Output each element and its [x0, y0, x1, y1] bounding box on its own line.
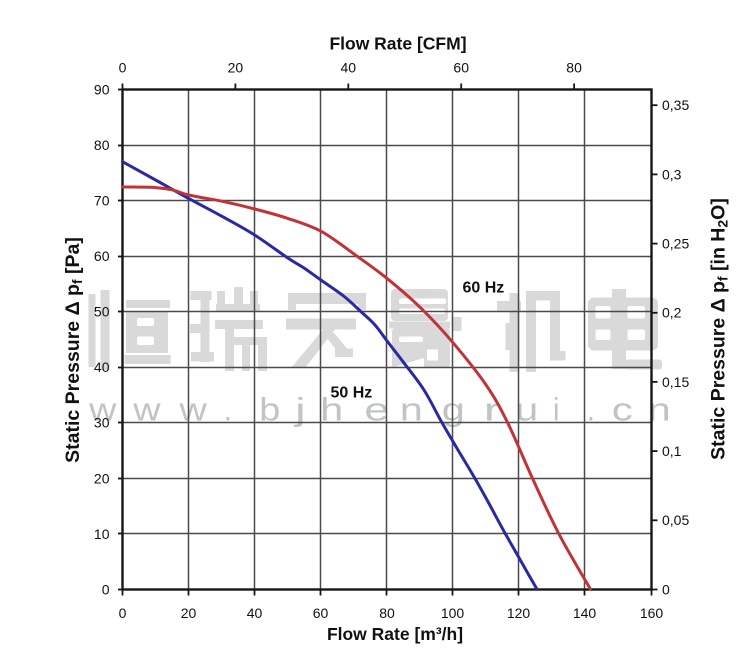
svg-text:10: 10 [94, 526, 110, 542]
svg-text:.: . [587, 392, 595, 428]
svg-text:0: 0 [119, 605, 127, 621]
svg-text:Flow Rate [m³/h]: Flow Rate [m³/h] [327, 624, 463, 644]
svg-text:0: 0 [102, 581, 110, 597]
svg-text:160: 160 [640, 605, 664, 621]
svg-text:w: w [178, 392, 208, 428]
svg-text:w: w [88, 392, 118, 428]
svg-text:80: 80 [566, 60, 582, 76]
svg-text:w: w [132, 392, 162, 428]
svg-text:0,05: 0,05 [662, 512, 689, 528]
svg-text:30: 30 [94, 415, 110, 431]
svg-text:e: e [364, 392, 389, 428]
svg-text:50: 50 [94, 304, 110, 320]
svg-text:0: 0 [662, 581, 670, 597]
svg-text:40: 40 [94, 359, 110, 375]
svg-text:20: 20 [228, 60, 244, 76]
svg-text:80: 80 [94, 137, 110, 153]
svg-text:120: 120 [507, 605, 531, 621]
svg-text:80: 80 [379, 605, 395, 621]
svg-text:Flow Rate [CFM]: Flow Rate [CFM] [329, 34, 466, 54]
svg-text:90: 90 [94, 81, 110, 97]
svg-text:60: 60 [94, 248, 110, 264]
svg-text:0,3: 0,3 [662, 166, 682, 182]
svg-text:j: j [294, 392, 306, 428]
svg-text:0,2: 0,2 [662, 305, 682, 321]
svg-text:40: 40 [341, 60, 357, 76]
svg-text:0,15: 0,15 [662, 374, 689, 390]
svg-text:20: 20 [94, 470, 110, 486]
svg-text:i: i [553, 392, 559, 428]
svg-text:0,25: 0,25 [662, 236, 689, 252]
svg-text:50 Hz: 50 Hz [331, 384, 373, 401]
svg-text:n: n [648, 392, 671, 428]
svg-text:h: h [320, 392, 343, 428]
svg-text:100: 100 [441, 605, 465, 621]
svg-text:60: 60 [453, 60, 469, 76]
svg-text:60: 60 [313, 605, 329, 621]
svg-text:140: 140 [573, 605, 597, 621]
svg-text:0,1: 0,1 [662, 443, 682, 459]
svg-text:b: b [259, 392, 280, 428]
svg-text:40: 40 [247, 605, 263, 621]
svg-text:g: g [442, 392, 465, 428]
svg-text:c: c [612, 392, 633, 428]
svg-text:20: 20 [181, 605, 197, 621]
svg-text:60 Hz: 60 Hz [463, 280, 505, 297]
svg-text:u: u [515, 392, 538, 428]
svg-text:Static Pressure Δ pf [Pa]: Static Pressure Δ pf [Pa] [62, 237, 85, 463]
svg-text:70: 70 [94, 193, 110, 209]
svg-text:n: n [400, 392, 423, 428]
svg-text:0: 0 [119, 60, 127, 76]
svg-text:0,35: 0,35 [662, 97, 689, 113]
svg-text:.: . [224, 392, 232, 428]
svg-text:Static Pressure Δ pf [in H2O]: Static Pressure Δ pf [in H2O] [708, 198, 731, 460]
